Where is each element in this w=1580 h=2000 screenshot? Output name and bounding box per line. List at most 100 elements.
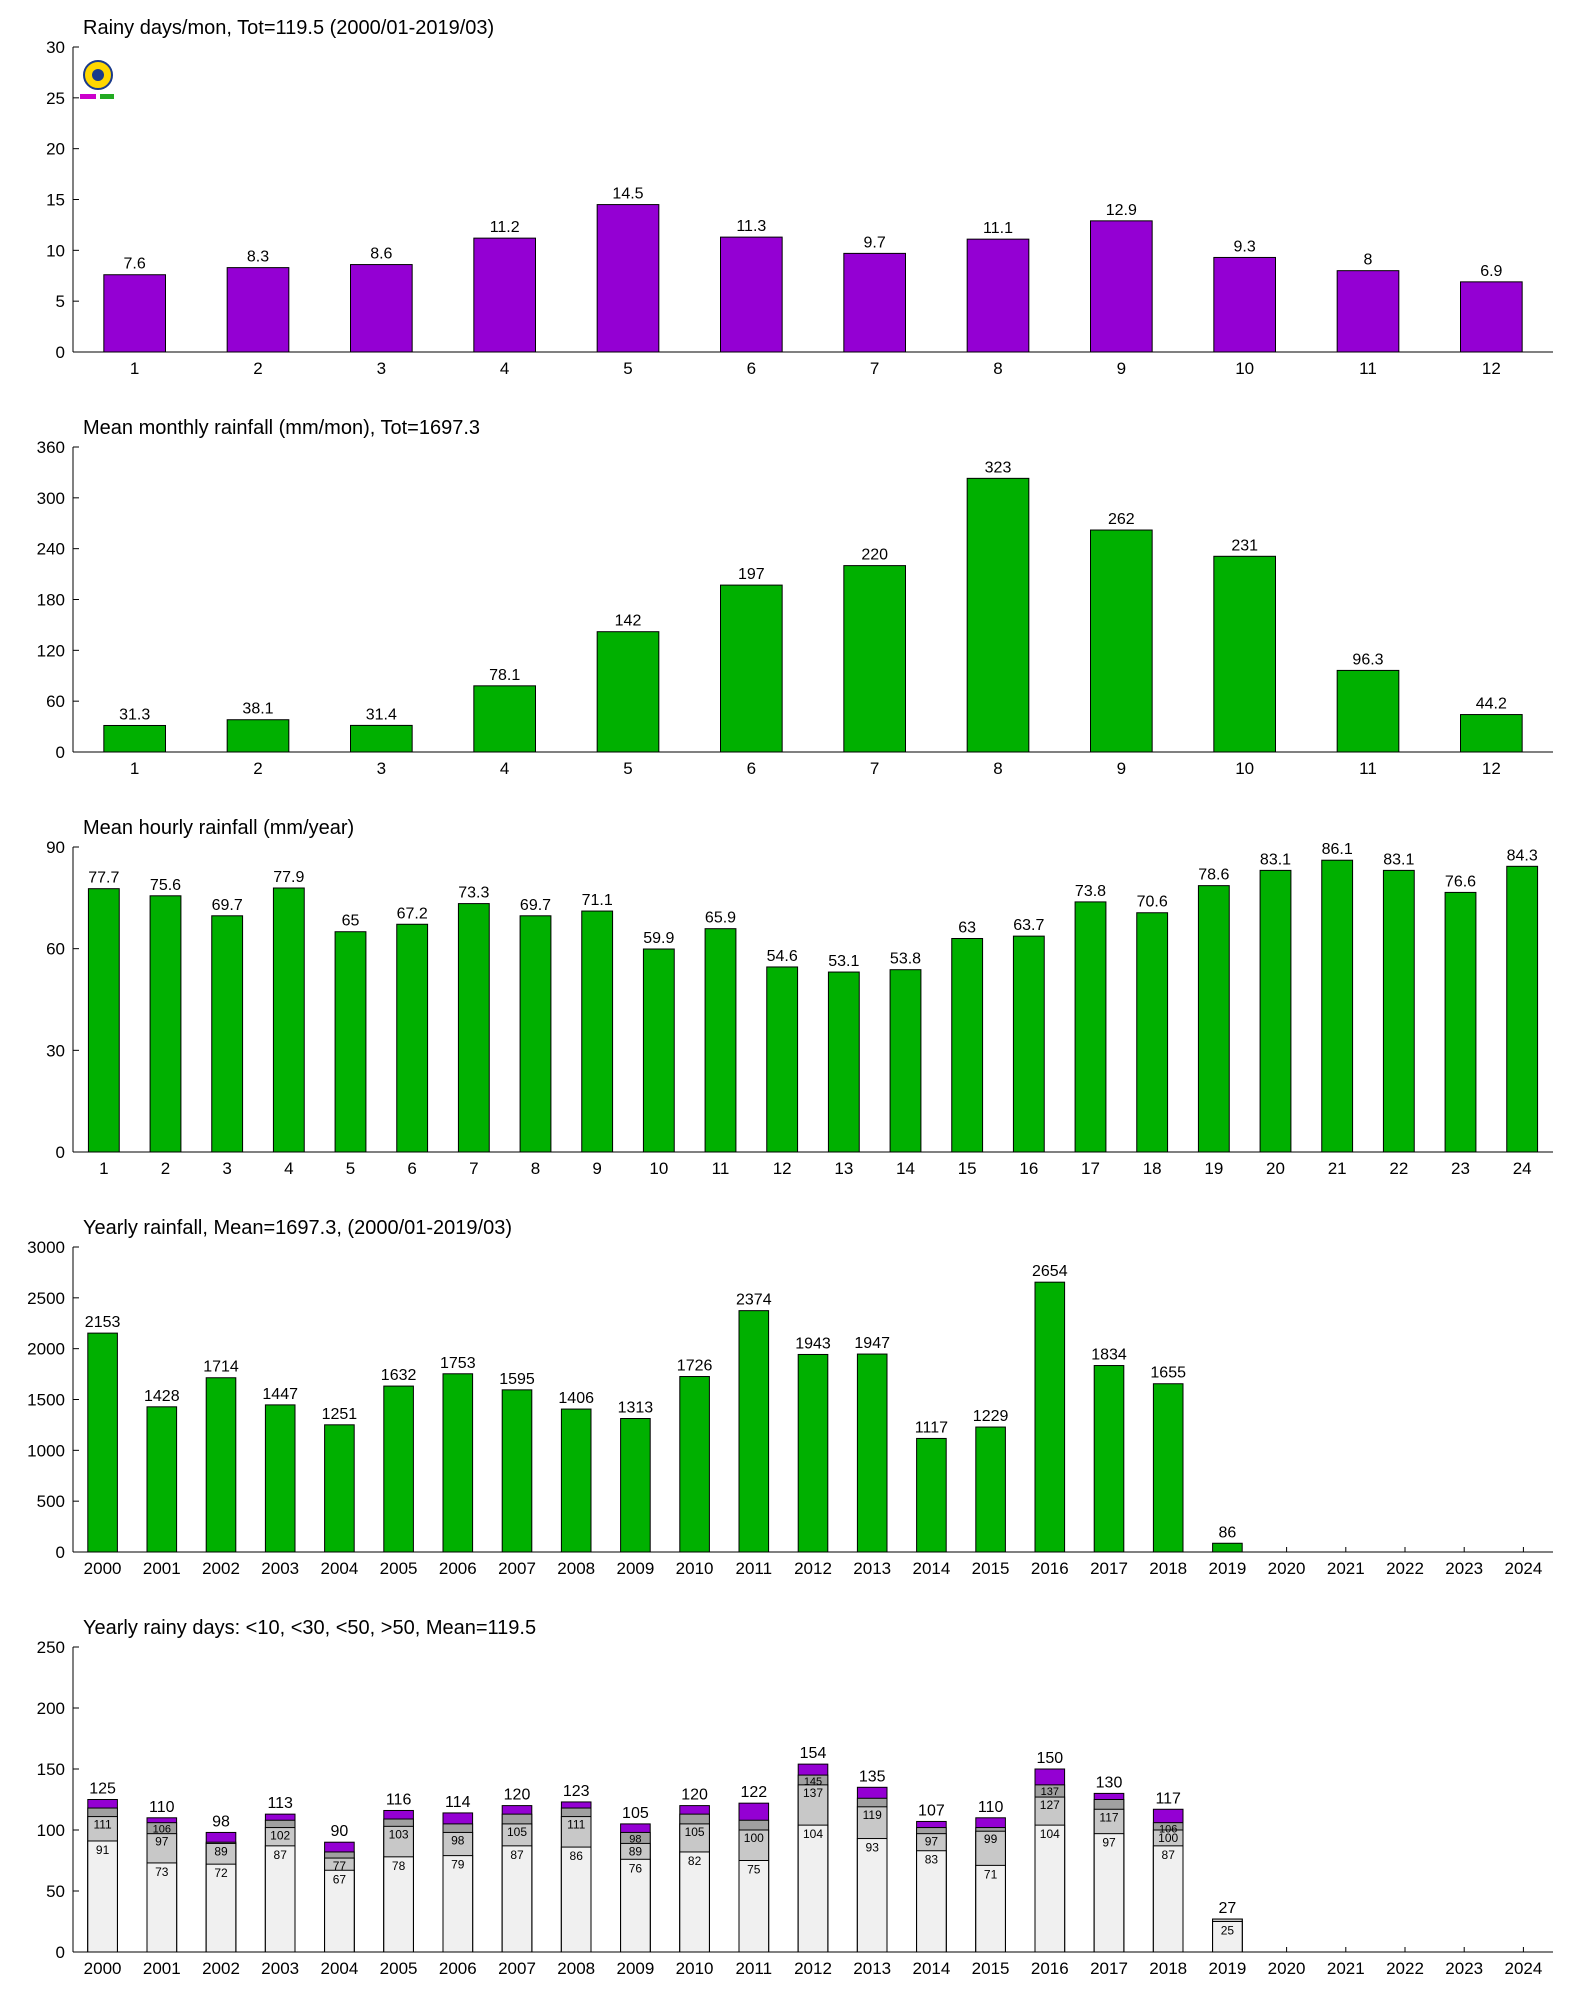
x-tick-label: 2000 [84, 1559, 122, 1578]
bar [103, 724, 167, 753]
bar-lt30-label: 119 [863, 1808, 882, 1822]
bar [149, 895, 182, 1153]
bar-lt10-label: 73 [155, 1865, 169, 1879]
x-tick-label: 2024 [1504, 1559, 1542, 1578]
bar [1336, 270, 1400, 353]
x-tick-label: 15 [958, 1159, 977, 1178]
bar-value-label: 44.2 [1476, 696, 1507, 713]
bar-value-label: 14.5 [612, 186, 643, 203]
x-tick-label: 1 [130, 359, 139, 378]
bar-value-label: 86.1 [1322, 841, 1353, 858]
x-tick-label: 2007 [498, 1959, 536, 1978]
bar [501, 1389, 533, 1553]
bar-value-label: 6.9 [1480, 263, 1502, 280]
bar-value-label: 86 [1219, 1524, 1237, 1541]
x-tick-label: 13 [834, 1159, 853, 1178]
bar-value-label: 1947 [854, 1335, 890, 1352]
bar-lt30-label: 97 [155, 1835, 169, 1849]
bar-total-label: 150 [1036, 1750, 1063, 1767]
y-tick-label: 20 [46, 140, 65, 159]
x-tick-label: 2021 [1327, 1959, 1365, 1978]
x-tick-label: 18 [1143, 1159, 1162, 1178]
x-tick-label: 14 [896, 1159, 915, 1178]
x-tick-label: 6 [407, 1159, 416, 1178]
y-tick-label: 2000 [27, 1340, 65, 1359]
bar-value-label: 8 [1364, 252, 1373, 269]
bar-segment-lt10 [1152, 1845, 1184, 1953]
bar-total-label: 154 [800, 1745, 827, 1762]
x-tick-label: 2019 [1208, 1559, 1246, 1578]
bar-value-label: 1753 [440, 1355, 476, 1372]
x-tick-label: 2008 [557, 1559, 595, 1578]
bar [226, 267, 290, 353]
bar-value-label: 1834 [1091, 1347, 1127, 1364]
bar-segment-lt10 [205, 1863, 237, 1953]
x-tick-label: 10 [649, 1159, 668, 1178]
y-tick-label: 0 [56, 1143, 65, 1162]
bar-value-label: 78.1 [489, 667, 520, 684]
bar [457, 903, 490, 1153]
bar-segment-lt10 [501, 1845, 533, 1953]
bar-total-label: 122 [740, 1784, 767, 1801]
bar-value-label: 70.6 [1137, 894, 1168, 911]
bar-lt30-label: 99 [984, 1832, 998, 1846]
y-tick-label: 10 [46, 241, 65, 260]
x-tick-label: 5 [623, 759, 632, 778]
y-tick-label: 60 [46, 940, 65, 959]
x-tick-label: 2001 [143, 1959, 181, 1978]
y-tick-label: 360 [37, 438, 65, 457]
x-tick-label: 2016 [1031, 1559, 1069, 1578]
bar-lt30-label: 98 [451, 1833, 465, 1847]
bar-lt30-label: 89 [629, 1844, 643, 1858]
chart-yearly-rainy-days: Yearly rainy days: <10, <30, <50, >50, M… [37, 1617, 1553, 1978]
x-tick-label: 2021 [1327, 1559, 1365, 1578]
x-tick-label: 1 [130, 759, 139, 778]
bar-value-label: 76.6 [1445, 873, 1476, 890]
x-tick-label: 2010 [676, 1959, 714, 1978]
bar [966, 238, 1030, 353]
bar-segment-lt10 [442, 1855, 474, 1953]
bar-lt30-label: 100 [1158, 1831, 1178, 1845]
x-tick-label: 2005 [380, 1559, 418, 1578]
bar [720, 236, 783, 353]
bar-value-label: 1428 [144, 1388, 180, 1405]
x-tick-label: 2023 [1445, 1959, 1483, 1978]
chart-title: Mean hourly rainfall (mm/year) [83, 817, 354, 839]
bar-value-label: 83.1 [1260, 851, 1291, 868]
x-tick-label: 2020 [1268, 1559, 1306, 1578]
y-tick-label: 0 [56, 1543, 65, 1562]
bar-value-label: 2153 [85, 1314, 121, 1331]
bar [1034, 1281, 1066, 1553]
bar [473, 685, 537, 753]
bar-total-label: 113 [267, 1795, 293, 1812]
logo-emblem-center [92, 69, 104, 81]
x-tick-label: 11 [712, 1159, 730, 1178]
bar [1506, 865, 1539, 1153]
x-tick-label: 7 [870, 359, 879, 378]
bar-total-label: 27 [1219, 1900, 1237, 1917]
bar-lt10-label: 82 [688, 1854, 702, 1868]
bar [856, 1353, 888, 1553]
x-tick-label: 10 [1235, 759, 1254, 778]
bar-value-label: 59.9 [643, 930, 674, 947]
y-tick-label: 30 [46, 38, 65, 57]
y-tick-label: 120 [37, 641, 65, 660]
bar-value-label: 1313 [618, 1400, 654, 1417]
bar [1074, 901, 1107, 1153]
x-tick-label: 1 [99, 1159, 108, 1178]
bar-lt50-label: 106 [1159, 1824, 1177, 1836]
bar-value-label: 2654 [1032, 1263, 1068, 1280]
x-tick-label: 2013 [853, 1559, 891, 1578]
bar-value-label: 323 [985, 459, 1012, 476]
bar-lt10-label: 91 [96, 1843, 110, 1857]
bar-lt30-label: 127 [1040, 1798, 1060, 1812]
bar-lt10-label: 87 [274, 1848, 288, 1862]
bar-lt10-label: 72 [214, 1866, 228, 1880]
bar-lt30-label: 111 [567, 1818, 586, 1832]
bar-total-label: 120 [504, 1787, 531, 1804]
bar-lt10-label: 97 [1102, 1836, 1116, 1850]
bar-lt30-label: 89 [214, 1844, 228, 1858]
bar [1213, 256, 1277, 353]
y-tick-label: 500 [37, 1492, 65, 1511]
